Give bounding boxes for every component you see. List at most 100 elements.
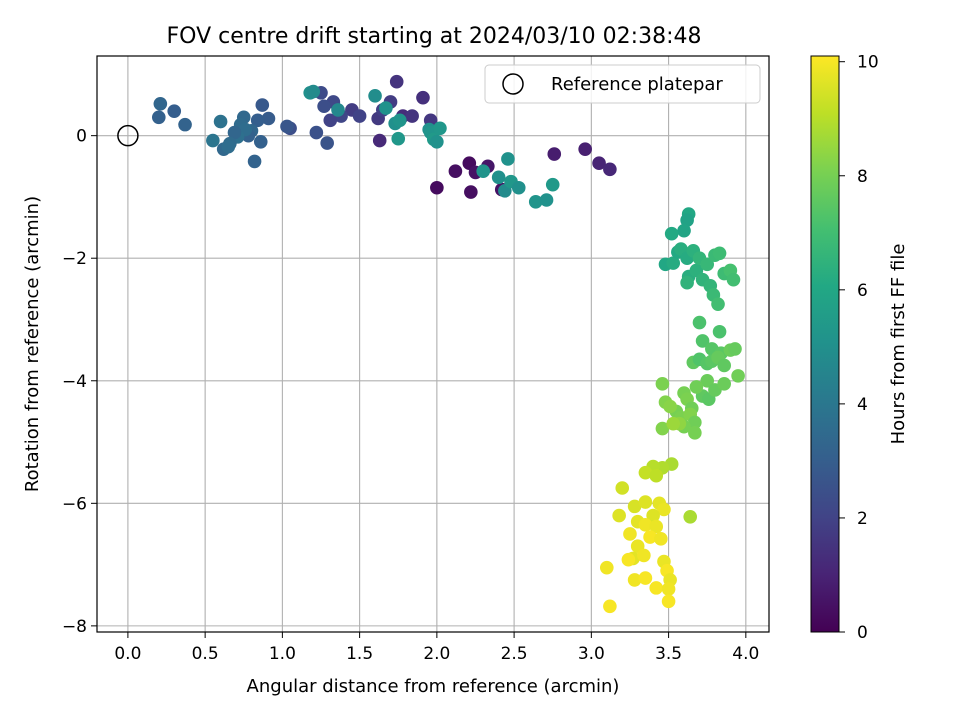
data-point — [167, 104, 182, 118]
colorbar-label: Hours from first FF file — [888, 244, 909, 445]
data-point — [528, 195, 543, 209]
data-point — [655, 421, 670, 436]
colorbar-tick-label: 8 — [857, 167, 868, 187]
data-point — [689, 380, 704, 394]
data-point — [599, 560, 614, 575]
data-point — [712, 246, 727, 261]
data-point — [612, 508, 626, 523]
data-point — [178, 117, 192, 132]
data-point — [638, 517, 653, 532]
data-point — [638, 465, 653, 480]
data-point — [153, 96, 168, 111]
data-point — [501, 152, 515, 166]
plot-frame — [96, 55, 770, 633]
data-point — [728, 342, 742, 356]
data-point — [666, 256, 681, 270]
data-point — [638, 495, 653, 509]
data-point — [592, 156, 606, 171]
data-point — [717, 358, 731, 373]
data-point — [688, 415, 702, 430]
data-point — [309, 125, 324, 140]
data-point — [545, 177, 560, 192]
data-point — [627, 573, 642, 587]
data-point — [255, 98, 270, 112]
data-point — [680, 213, 694, 228]
data-point — [637, 548, 651, 563]
y-axis-label: Rotation from reference (arcmin) — [22, 196, 43, 492]
x-tick-label: 2.0 — [423, 644, 450, 664]
x-tick-label: 1.5 — [346, 644, 373, 664]
data-point — [430, 134, 444, 149]
data-point — [731, 369, 745, 383]
legend-marker-icon — [502, 73, 524, 95]
data-point — [661, 582, 676, 596]
data-point — [661, 594, 676, 609]
data-point — [666, 416, 681, 431]
colorbar-tick-label: 10 — [857, 53, 879, 73]
data-point — [649, 581, 664, 595]
data-point — [352, 109, 367, 123]
data-point — [253, 134, 268, 149]
data-point — [320, 136, 334, 150]
data-point — [692, 315, 707, 330]
data-point — [663, 399, 677, 414]
y-tick-label: −8 — [62, 617, 87, 637]
data-point — [317, 99, 331, 114]
data-point — [368, 89, 382, 103]
data-point — [603, 162, 617, 177]
x-axis-label: Angular distance from reference (arcmin) — [247, 676, 620, 697]
data-point — [476, 164, 491, 178]
data-point — [655, 377, 670, 391]
x-axis-ticks: 0.0 0.5 1.0 1.5 2.0 2.5 3.0 3.5 4.0 — [114, 632, 759, 664]
data-point — [491, 170, 506, 185]
x-tick-label: 3.0 — [578, 644, 605, 664]
data-point — [416, 90, 430, 105]
data-point — [649, 519, 664, 534]
colorbar-tick-label: 0 — [857, 623, 868, 643]
data-point — [511, 180, 526, 195]
data-point — [657, 502, 671, 517]
data-point — [221, 139, 236, 154]
data-point — [726, 272, 741, 287]
data-point — [643, 530, 657, 544]
y-tick-label: −6 — [62, 494, 87, 514]
x-tick-label: 0.0 — [114, 644, 141, 664]
colorbar-tick-label: 2 — [857, 509, 868, 529]
colorbar-tick-label: 4 — [857, 395, 868, 415]
y-tick-label: 0 — [76, 127, 87, 147]
data-point — [638, 571, 653, 585]
legend: Reference platepar — [484, 64, 761, 104]
data-point — [654, 532, 668, 546]
data-point — [621, 552, 636, 567]
legend-label: Reference platepar — [551, 74, 723, 95]
data-point — [578, 142, 592, 156]
data-point — [323, 113, 338, 128]
data-point — [464, 185, 478, 199]
data-point — [151, 110, 166, 125]
data-point — [627, 499, 642, 514]
colorbar-ticks: 0 2 4 6 8 10 — [839, 53, 879, 643]
data-point — [711, 297, 725, 311]
data-point — [603, 599, 617, 614]
x-tick-label: 0.5 — [192, 644, 219, 664]
data-point — [331, 103, 345, 117]
data-point — [372, 133, 387, 148]
data-point — [712, 324, 727, 339]
data-point — [539, 193, 554, 207]
data-point — [227, 125, 242, 140]
data-point — [430, 180, 444, 195]
data-point — [623, 527, 637, 541]
data-point — [695, 334, 710, 348]
data-point — [664, 226, 679, 241]
data-point — [206, 133, 220, 148]
chart-title: FOV centre drift starting at 2024/03/10 … — [167, 24, 702, 49]
data-point — [700, 257, 715, 272]
data-point — [700, 373, 715, 388]
data-point — [615, 481, 630, 495]
x-tick-label: 2.5 — [501, 644, 528, 664]
data-point — [261, 111, 276, 126]
x-tick-label: 3.5 — [655, 644, 682, 664]
data-point — [688, 426, 702, 440]
data-point — [649, 468, 664, 483]
